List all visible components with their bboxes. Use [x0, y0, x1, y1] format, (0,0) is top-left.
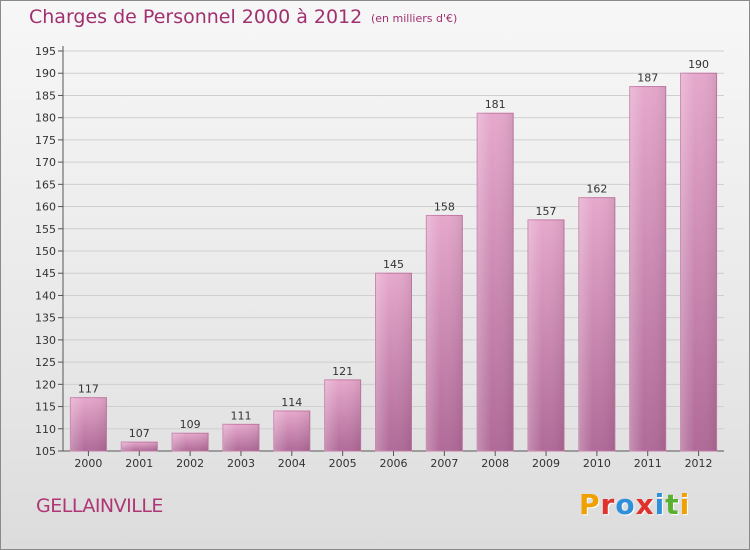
y-tick-label: 140	[35, 289, 56, 302]
y-tick-label: 175	[35, 134, 56, 147]
bars	[69, 72, 718, 452]
bar-shade	[375, 273, 412, 451]
proxiti-logo: Proxiti	[579, 488, 690, 521]
y-tick-label: 170	[35, 156, 56, 169]
data-label: 157	[536, 205, 557, 218]
y-tick-label: 190	[35, 67, 56, 80]
y-axis-ticks: 105 110 115 120 125 130 135 140 145 150 155 160 165 1…	[35, 45, 63, 458]
y-tick-label: 105	[35, 445, 56, 458]
data-label: 162	[586, 183, 607, 196]
logo-letter: i	[679, 488, 691, 521]
bar-shade	[426, 215, 463, 451]
data-label: 111	[230, 409, 251, 422]
bar-shade	[680, 73, 717, 451]
x-axis-ticks: 2000 2001 2002 2003 2004 2005 2006 2007 2008 2009…	[74, 451, 713, 470]
logo-letter: t	[665, 488, 680, 521]
data-label: 109	[180, 418, 201, 431]
x-tick-label: 2006	[380, 457, 408, 470]
y-tick-label: 165	[35, 178, 56, 191]
y-tick-label: 120	[35, 378, 56, 391]
bar-shade	[273, 411, 310, 451]
x-tick-label: 2012	[685, 457, 713, 470]
data-label: 190	[688, 58, 709, 71]
y-tick-label: 145	[35, 267, 56, 280]
y-tick-label: 135	[35, 312, 56, 325]
logo-letter: P	[579, 488, 601, 521]
x-tick-label: 2009	[532, 457, 560, 470]
logo-letter: i	[654, 488, 666, 521]
chart-subtitle: (en milliers d'€)	[371, 12, 458, 25]
y-tick-label: 150	[35, 245, 56, 258]
data-label: 181	[485, 98, 506, 111]
x-tick-label: 2011	[634, 457, 662, 470]
logo-letter: r	[600, 488, 616, 521]
logo-letter: o	[615, 488, 636, 521]
bar-shade	[222, 424, 259, 451]
y-tick-label: 180	[35, 112, 56, 125]
data-label: 121	[332, 365, 353, 378]
data-label: 114	[281, 396, 302, 409]
y-tick-label: 160	[35, 201, 56, 214]
y-tick-label: 185	[35, 89, 56, 102]
y-tick-label: 115	[35, 401, 56, 414]
x-tick-label: 2000	[74, 457, 102, 470]
data-label: 107	[129, 427, 150, 440]
x-tick-label: 2008	[481, 457, 509, 470]
bar-shade	[324, 379, 361, 451]
y-tick-label: 125	[35, 356, 56, 369]
x-tick-label: 2001	[125, 457, 153, 470]
x-tick-label: 2010	[583, 457, 611, 470]
bar-shade	[121, 442, 158, 451]
commune-name: GELLAINVILLE	[36, 495, 163, 517]
x-tick-label: 2004	[278, 457, 306, 470]
bar-shade	[528, 219, 565, 451]
data-label: 187	[637, 72, 658, 85]
y-tick-label: 155	[35, 223, 56, 236]
bar-shade	[172, 433, 209, 451]
y-tick-label: 130	[35, 334, 56, 347]
chart-title: Charges de Personnel 2000 à 2012	[29, 6, 363, 28]
x-tick-label: 2005	[329, 457, 357, 470]
data-label: 158	[434, 200, 455, 213]
data-label: 117	[78, 383, 99, 396]
x-tick-label: 2007	[430, 457, 458, 470]
x-tick-label: 2002	[176, 457, 204, 470]
data-label: 145	[383, 258, 404, 271]
y-tick-label: 195	[35, 45, 56, 58]
bar-shade	[477, 113, 514, 451]
data-labels: 117 107 109 111 114 121 145 158 181 157 162 187 190	[78, 58, 709, 440]
x-tick-label: 2003	[227, 457, 255, 470]
y-tick-label: 110	[35, 423, 56, 436]
bar-shade	[578, 197, 615, 451]
bar-shade	[70, 397, 107, 451]
bar-shade	[629, 86, 666, 452]
logo-letter: x	[635, 488, 655, 521]
